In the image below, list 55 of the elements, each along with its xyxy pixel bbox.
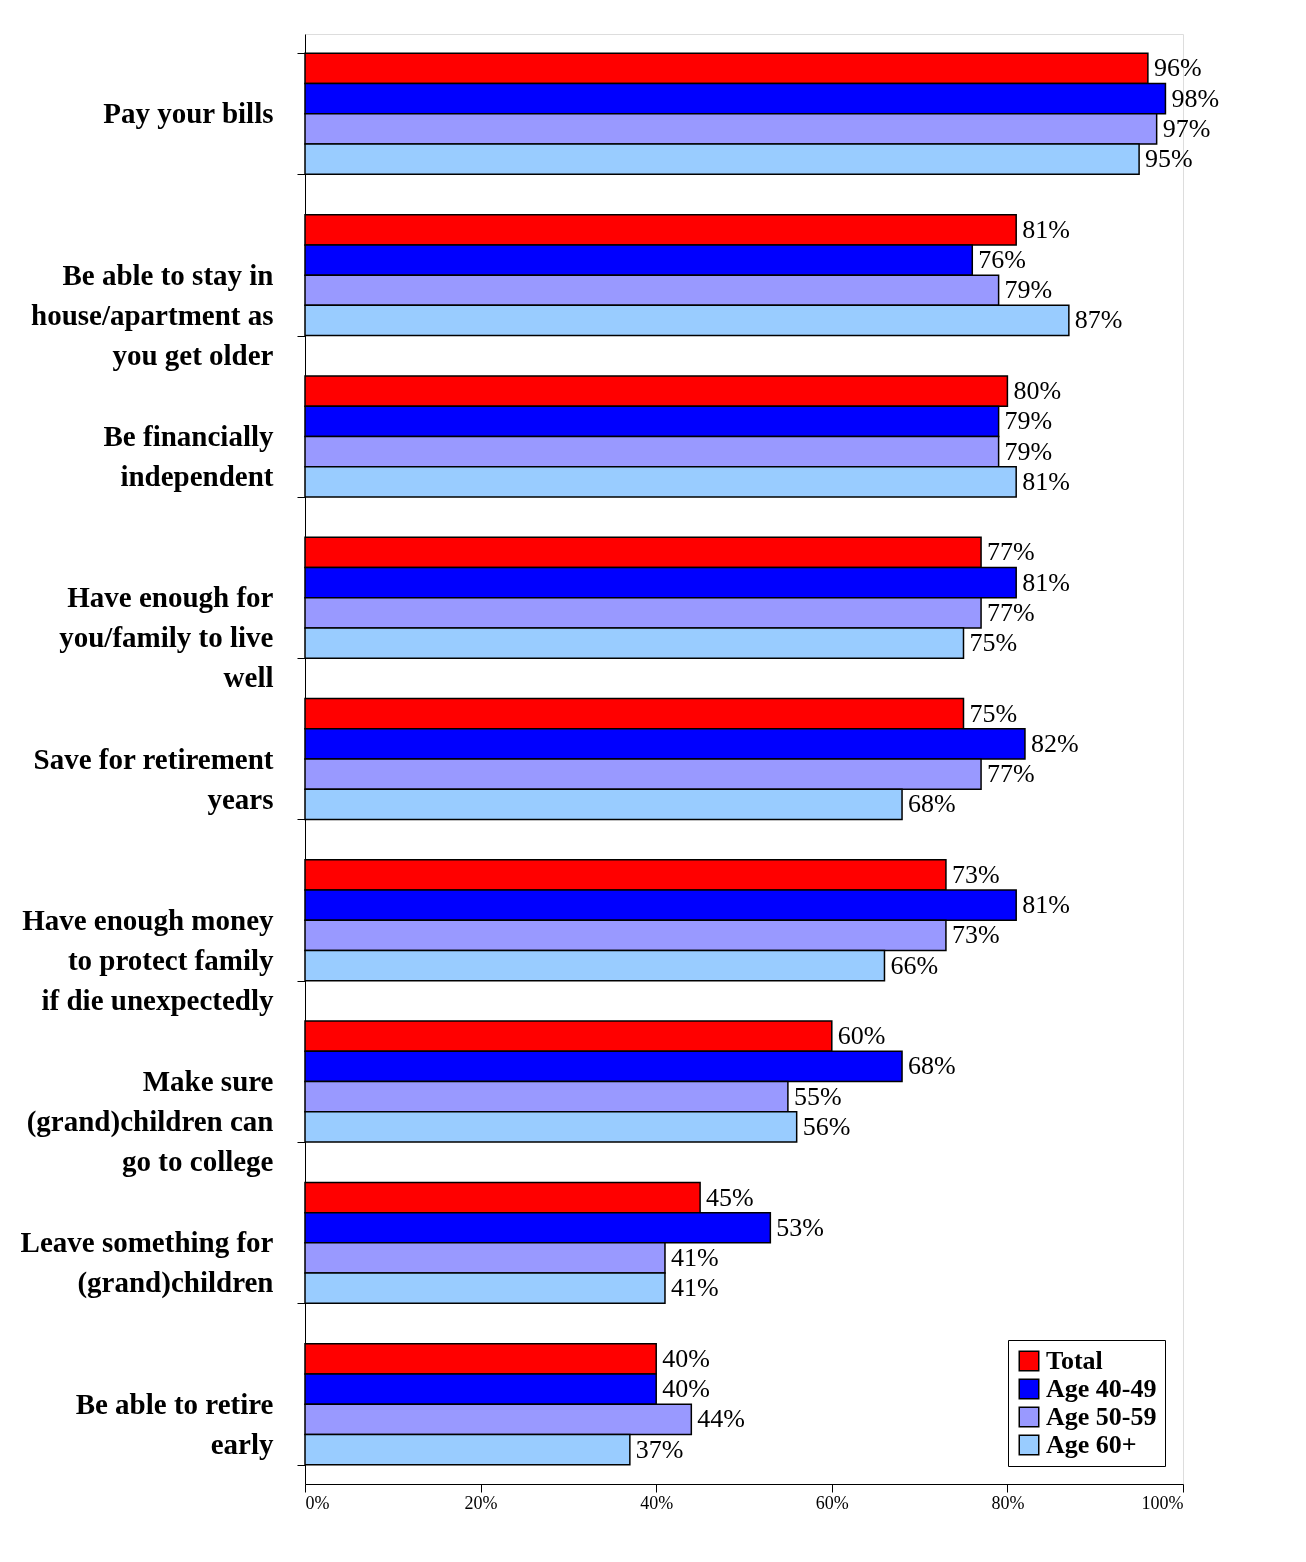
data-label: 45% xyxy=(706,1182,754,1212)
data-label: 81% xyxy=(1022,214,1070,244)
data-label: 97% xyxy=(1162,113,1211,143)
data-label: 68% xyxy=(908,1051,956,1081)
x-tick-label: 0% xyxy=(305,1492,330,1513)
data-label: 37% xyxy=(635,1434,684,1464)
legend-label: Age 40-49 xyxy=(1046,1374,1157,1403)
data-label: 68% xyxy=(908,789,956,819)
y-tick-label: Have enough for you/family to live well xyxy=(59,581,274,694)
data-label: 81% xyxy=(1022,890,1070,920)
data-label: 77% xyxy=(987,759,1035,789)
data-label: 77% xyxy=(987,537,1035,567)
x-tick-label: 60% xyxy=(815,1492,849,1513)
x-tick-label: 80% xyxy=(991,1492,1025,1513)
y-tick-label: Make sure (grand)children can go to college xyxy=(26,1065,274,1178)
data-label: 81% xyxy=(1022,466,1070,496)
legend-label: Age 60+ xyxy=(1046,1430,1137,1459)
legend-label: Age 50-59 xyxy=(1046,1402,1157,1431)
y-tick-label: Be able to retire early xyxy=(75,1387,274,1460)
data-label: 60% xyxy=(837,1021,886,1051)
data-label: 82% xyxy=(1030,728,1079,758)
data-label: 76% xyxy=(978,245,1026,275)
data-label: 41% xyxy=(670,1242,719,1272)
data-label: 40% xyxy=(662,1374,710,1404)
y-tick-label: Be able to stay in house/apartment as you get older xyxy=(31,258,274,371)
x-tick-label: 40% xyxy=(640,1492,674,1513)
x-tick-label: 100% xyxy=(1141,1492,1184,1513)
data-label: 66% xyxy=(890,950,939,980)
data-label: 44% xyxy=(697,1404,745,1434)
data-label: 41% xyxy=(670,1273,719,1303)
data-label: 56% xyxy=(802,1111,851,1141)
data-label: 53% xyxy=(776,1212,825,1242)
y-tick-label: Save for retirement years xyxy=(33,742,274,815)
data-label: 75% xyxy=(969,628,1018,658)
data-label: 95% xyxy=(1145,144,1193,174)
data-label: 79% xyxy=(1004,436,1053,466)
data-label: 77% xyxy=(987,597,1035,627)
y-tick-label: Leave something for (grand)children xyxy=(20,1226,274,1300)
y-tick-label: Have enough money to protect family if die unexpectedly xyxy=(22,903,274,1016)
data-label: 80% xyxy=(1013,376,1062,406)
data-label: 81% xyxy=(1022,567,1070,597)
data-label: 55% xyxy=(793,1081,842,1111)
data-label: 79% xyxy=(1004,275,1053,305)
data-label: 96% xyxy=(1153,53,1202,83)
data-label: 73% xyxy=(951,859,1000,889)
legend-label: Total xyxy=(1046,1346,1103,1375)
data-label: 40% xyxy=(662,1343,710,1373)
data-label: 73% xyxy=(951,920,1000,950)
y-tick-label: Be financially independent xyxy=(103,419,274,492)
data-label: 79% xyxy=(1004,406,1053,436)
y-tick-label: Pay your bills xyxy=(103,97,274,130)
data-label: 75% xyxy=(969,698,1018,728)
data-label: 87% xyxy=(1074,305,1123,335)
data-label: 98% xyxy=(1171,83,1220,113)
x-tick-label: 20% xyxy=(464,1492,498,1513)
